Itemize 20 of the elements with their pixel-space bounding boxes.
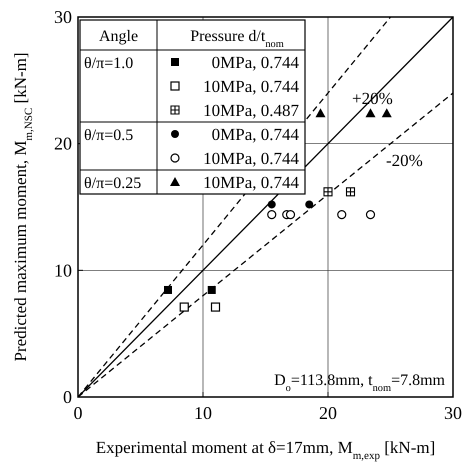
y-tick-label: 30 <box>54 7 72 27</box>
legend-label: 10MPa, 0.487 <box>203 101 300 120</box>
legend-label: 0MPa, 0.744 <box>212 53 300 72</box>
y-tick-label: 0 <box>63 387 72 407</box>
legend-label: 10MPa, 0.744 <box>203 149 300 168</box>
x-tick-label: 10 <box>194 403 212 423</box>
annotation: θ/π=0.5 <box>84 127 134 144</box>
annotation: θ/π=0.25 <box>84 175 142 192</box>
y-tick-label: 10 <box>54 260 72 280</box>
x-tick-label: 20 <box>319 403 337 423</box>
annotation: Pressure d/t$_{nom}$ <box>190 28 284 50</box>
legend-title: Angle <box>98 28 138 45</box>
legend-label: 10MPa, 0.744 <box>203 173 300 192</box>
annotation: θ/π=1.0 <box>84 55 134 72</box>
x-axis-title: Experimental moment at δ=17mm, M$_{m,exp}$ [kN-m] <box>96 438 436 462</box>
annotation: -20% <box>386 151 423 170</box>
legend-label: 10MPa, 0.744 <box>203 77 300 96</box>
legend-label: 0MPa, 0.744 <box>212 125 300 144</box>
x-tick-label: 30 <box>444 403 462 423</box>
y-tick-label: 20 <box>54 134 72 154</box>
